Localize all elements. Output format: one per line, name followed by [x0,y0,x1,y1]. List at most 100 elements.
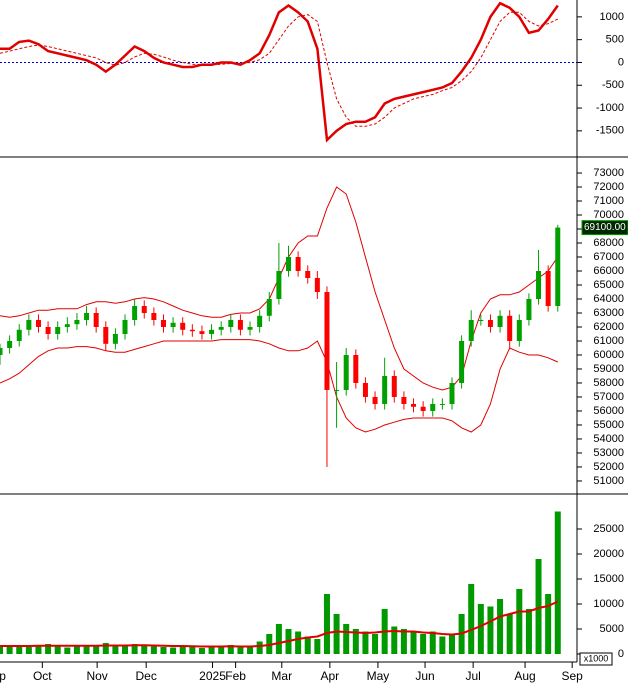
candle-body [314,277,320,292]
candle-body [276,271,282,299]
y-tick-label: 52000 [593,461,624,473]
x-tick-label: Mar [271,669,292,683]
volume-bar [333,614,340,654]
x-tick-label: Dec [136,669,157,683]
volume-bar [439,636,446,654]
candle-body [468,319,474,341]
volume-bar [420,634,427,654]
y-tick-label: 20000 [593,548,624,560]
volume-bar [0,646,3,654]
volume-bar [372,634,379,654]
y-tick-label: 57000 [593,391,624,403]
candle-body [93,312,99,327]
volume-bar [295,631,302,654]
volume-bar [256,641,263,654]
volume-bar [545,594,552,654]
candle-body [257,315,263,327]
y-tick-label: 15000 [593,573,624,585]
volume-bar [112,645,119,654]
volume-bar [525,609,532,654]
macd-line [0,11,559,127]
volume-bar [487,606,494,654]
y-tick-label: 58000 [593,377,624,389]
candle-body [170,322,176,327]
volume-bar [102,643,109,654]
volume-bar [131,644,138,654]
y-tick-label: 63000 [593,307,624,319]
volume-bar [35,645,42,654]
volume-bar [16,646,23,654]
y-tick-label: -1000 [596,102,624,114]
candle-body [372,396,378,404]
candle-body [497,315,503,327]
candle-body [430,403,436,411]
last-price-label: 69100.00 [584,222,626,233]
volume-bar [122,645,129,654]
y-tick-label: -500 [602,79,624,91]
y-tick-label: -1500 [596,125,624,137]
y-tick-label: 5000 [600,623,624,635]
candle-body [449,382,455,404]
volume-bar [314,639,321,654]
y-tick-label: 0 [618,56,624,68]
volume-bar [25,647,32,654]
candle-body [7,340,13,348]
candle-body [237,319,243,330]
candle-body [35,319,41,327]
x-tick-label: May [367,669,390,683]
candle-body [132,305,138,320]
x-tick-label: Aug [514,669,535,683]
candle-body [305,271,311,278]
volume-bar [506,614,513,654]
volume-bar [160,647,167,654]
y-tick-label: 500 [606,34,624,46]
volume-bar [189,647,196,654]
y-tick-label: 67000 [593,251,624,263]
y-tick-label: 25000 [593,523,624,535]
last-price-box [581,220,628,236]
candle-body [459,340,465,383]
candle-body [545,271,551,306]
candle-body [0,347,3,355]
y-tick-label: 68000 [593,237,624,249]
candle-body [382,375,388,404]
x-tick-label: Sep [562,669,584,683]
volume-bar [554,511,561,654]
candle-body [45,326,51,334]
y-tick-label: 51000 [593,475,624,487]
y-tick-label: 0 [618,648,624,660]
volume-bar [141,646,148,654]
y-tick-label: 53000 [593,447,624,459]
bollinger-band [0,339,558,433]
candle-body [189,329,195,332]
candle-body [141,305,147,313]
x-tick-label: Jun [415,669,434,683]
y-tick-label: 70000 [593,209,624,221]
candle-body [401,396,407,404]
macd-line [0,1,559,143]
candle-body [199,331,205,334]
y-tick-label: 62000 [593,321,624,333]
candle-body [122,319,128,334]
y-tick-label: 54000 [593,433,624,445]
x-tick-label: Nov [86,669,107,683]
candle-body [411,403,417,407]
candle-body [112,333,118,344]
y-tick-label: 55000 [593,419,624,431]
candle-body [487,319,493,327]
volume-bar [343,624,350,654]
volume-bar [535,559,542,654]
y-tick-label: 10000 [593,598,624,610]
candle-body [209,329,215,334]
volume-bar [6,645,13,654]
volume-ma [0,600,559,648]
unit-label: x1000 [584,653,609,663]
volume-bar [179,646,186,654]
volume-bar [362,631,369,654]
candle-body [334,389,340,391]
candle-body [439,403,445,405]
candle-body [247,326,253,330]
x-tick-label: Jul [465,669,480,683]
volume-bar [64,647,71,654]
volume-bar [391,626,398,654]
